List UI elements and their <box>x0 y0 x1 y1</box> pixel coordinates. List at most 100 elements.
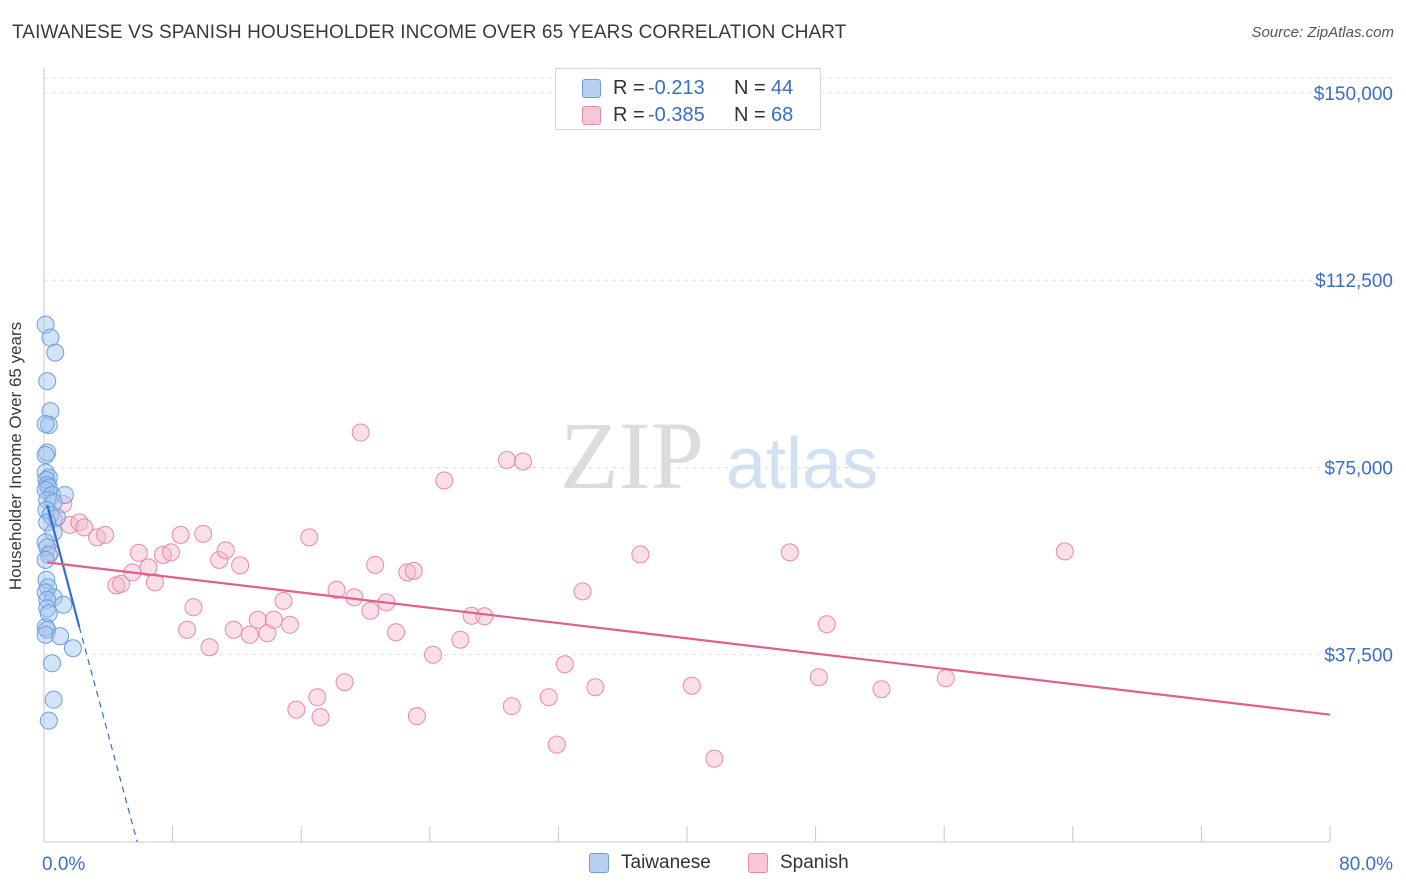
n-value: 68 <box>771 104 794 126</box>
spanish-point <box>210 550 229 569</box>
spanish-point <box>231 556 250 575</box>
spanish-point <box>872 680 891 699</box>
spanish-point <box>547 735 566 754</box>
spanish-point <box>502 697 521 716</box>
taiwanese-legend-swatch <box>589 853 609 873</box>
y-tick-label: $37,500 <box>1324 646 1393 667</box>
watermark-atlas: atlas <box>726 424 878 504</box>
spanish-point <box>216 541 235 560</box>
y-axis-label: Householder Income Over 65 years <box>6 321 25 591</box>
spanish-point <box>300 528 319 547</box>
spanish-point <box>96 525 115 544</box>
spanish-point <box>161 543 180 562</box>
spanish-point <box>70 513 89 532</box>
spanish-point <box>366 555 385 574</box>
taiwanese-point <box>36 415 55 434</box>
x-tick-labels: 0.0% 80.0% <box>42 854 1393 875</box>
taiwanese-point <box>63 639 82 658</box>
spanish-point <box>514 452 533 471</box>
spanish-point <box>311 708 330 727</box>
spanish-point <box>497 451 516 469</box>
spanish-legend-swatch <box>748 853 768 873</box>
spanish-point <box>248 610 267 629</box>
spanish-point <box>145 573 164 592</box>
spanish-point <box>351 423 370 442</box>
spanish-point <box>274 591 293 610</box>
spanish-point <box>705 749 724 768</box>
series-spanish-points <box>41 423 1074 768</box>
taiwanese-point <box>41 328 60 347</box>
spanish-point <box>936 669 955 688</box>
taiwanese-point <box>44 690 63 709</box>
spanish-point <box>75 518 94 537</box>
spanish-point <box>335 673 354 692</box>
spanish-point <box>586 678 605 697</box>
legend-label: Taiwanese <box>621 852 711 873</box>
series-legend: Taiwanese Spanish <box>0 850 1406 880</box>
spanish-point <box>361 601 380 620</box>
taiwanese-trend-extension <box>78 627 138 843</box>
spanish-point <box>404 561 423 580</box>
taiwanese-point <box>36 550 55 569</box>
spanish-point <box>327 580 346 599</box>
n-label: N = <box>734 77 766 99</box>
spanish-point <box>555 655 574 674</box>
r-value: -0.385 <box>648 104 705 126</box>
spanish-point <box>424 645 443 664</box>
spanish-point <box>224 620 243 639</box>
trend-lines <box>46 504 1331 843</box>
spanish-point <box>682 676 701 695</box>
source-label: Source: ZipAtlas.com <box>1251 24 1394 41</box>
taiwanese-point <box>55 485 74 504</box>
spanish-point <box>451 630 470 649</box>
spanish-point <box>139 558 158 577</box>
spanish-point <box>407 707 426 726</box>
taiwanese-point <box>38 372 57 391</box>
spanish-point <box>817 615 836 634</box>
spanish-point <box>280 615 299 634</box>
chart-title: TAIWANESE VS SPANISH HOUSEHOLDER INCOME … <box>12 22 847 43</box>
taiwanese-point <box>51 627 70 646</box>
spanish-point <box>308 688 327 707</box>
spanish-point <box>398 563 417 582</box>
r-label: R = <box>613 77 645 99</box>
spanish-point <box>129 543 148 562</box>
taiwanese-point <box>36 446 55 465</box>
spanish-point <box>631 545 650 564</box>
n-value: 44 <box>771 77 794 99</box>
stats-legend: R = -0.213 N = 44 R = -0.385 N = 68 <box>555 68 821 130</box>
r-value: -0.213 <box>648 77 705 99</box>
spanish-point <box>573 582 592 601</box>
spanish-point <box>475 607 494 626</box>
legend-label: Spanish <box>780 852 849 873</box>
spanish-point <box>809 668 828 687</box>
spanish-point <box>184 598 203 617</box>
spanish-point <box>287 700 306 719</box>
taiwanese-point <box>46 343 65 362</box>
spanish-point <box>112 574 131 593</box>
spanish-point <box>780 543 799 562</box>
y-tick-label: $112,500 <box>1315 271 1393 292</box>
spanish-point <box>194 524 213 543</box>
taiwanese-point <box>36 625 55 644</box>
y-tick-label: $75,000 <box>1324 458 1393 479</box>
spanish-trend-line <box>47 561 1331 716</box>
spanish-point <box>240 625 259 644</box>
spanish-point <box>539 688 558 707</box>
taiwanese-point <box>43 654 62 673</box>
spanish-swatch <box>582 106 601 125</box>
spanish-point <box>387 623 406 642</box>
x-tick-label-max: 80.0% <box>1339 854 1393 875</box>
y-tick-labels: $37,500 $75,000 $112,500 $150,000 <box>1314 84 1393 667</box>
taiwanese-swatch <box>582 79 601 98</box>
x-tick-label-min: 0.0% <box>42 854 85 875</box>
spanish-point <box>200 638 219 657</box>
spanish-point <box>178 620 197 639</box>
spanish-point <box>264 610 283 629</box>
spanish-point <box>435 471 454 490</box>
n-label: N = <box>734 104 766 126</box>
axes <box>43 68 1331 843</box>
taiwanese-point <box>39 711 58 730</box>
y-tick-label: $150,000 <box>1314 84 1393 105</box>
